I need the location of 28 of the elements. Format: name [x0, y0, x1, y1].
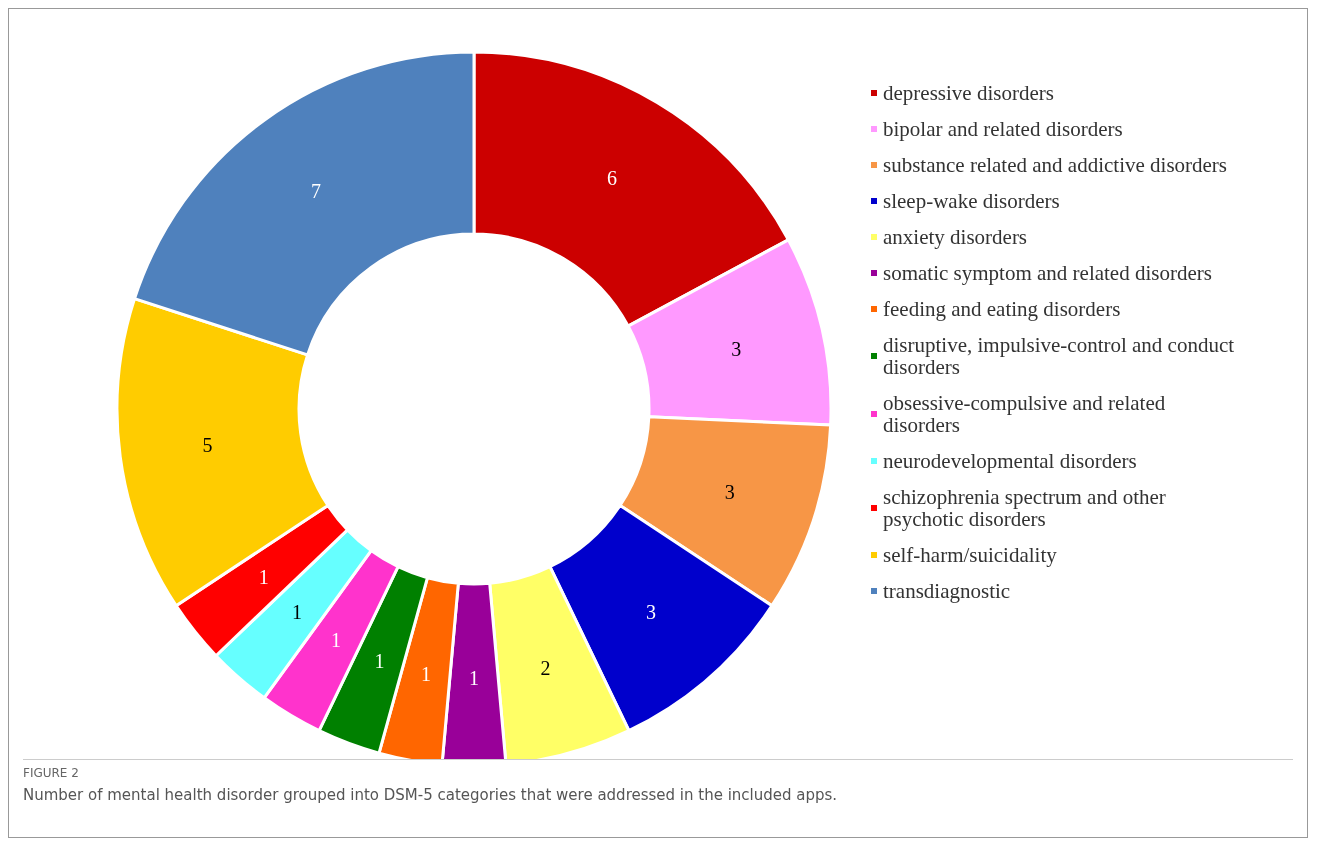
data-label: 1 [420, 662, 431, 685]
data-label: 3 [645, 600, 656, 623]
caption: FIGURE 2 [23, 766, 80, 780]
text: Number of mental health disorder grouped into DSM-5 categories that were addressed in the included apps. [23, 786, 839, 804]
legend-label: sleep-wake disorders [883, 189, 1060, 213]
legend-label: neurodevelopmental disorders [883, 449, 1137, 473]
data-label: 1 [258, 565, 269, 588]
legend-label: bipolar and related disorders [883, 117, 1123, 141]
data-label: 6 [606, 167, 617, 190]
legend-label: anxiety disorders [883, 225, 1028, 249]
legend-label: substance related and addictive disorders [883, 153, 1228, 177]
legend-label: self-harm/suicidality [883, 543, 1058, 567]
data-label: 7 [310, 180, 321, 203]
data-label: 1 [469, 667, 479, 689]
data-label: 1 [331, 628, 342, 651]
legend-label: feeding and eating disorders [883, 297, 1121, 321]
data-label: 1 [374, 649, 385, 672]
legend-label: schizophrenia spectrum and other psychotic disorders [883, 485, 1172, 531]
legend-label: obsessive-compulsive and related disorders [883, 391, 1171, 437]
data-label: 1 [292, 600, 303, 623]
legend-label: transdiagnostic [883, 579, 1011, 603]
data-label: 3 [731, 338, 742, 361]
data-label: 5 [202, 434, 213, 457]
legend-label: disruptive, impulsive-control and conduct disorders [883, 333, 1240, 379]
data-label: 2 [540, 657, 551, 680]
legend-label: somatic symptom and related disorders [883, 261, 1212, 285]
data-label: 3 [724, 481, 735, 504]
legend-label: depressive disorders [883, 81, 1054, 105]
